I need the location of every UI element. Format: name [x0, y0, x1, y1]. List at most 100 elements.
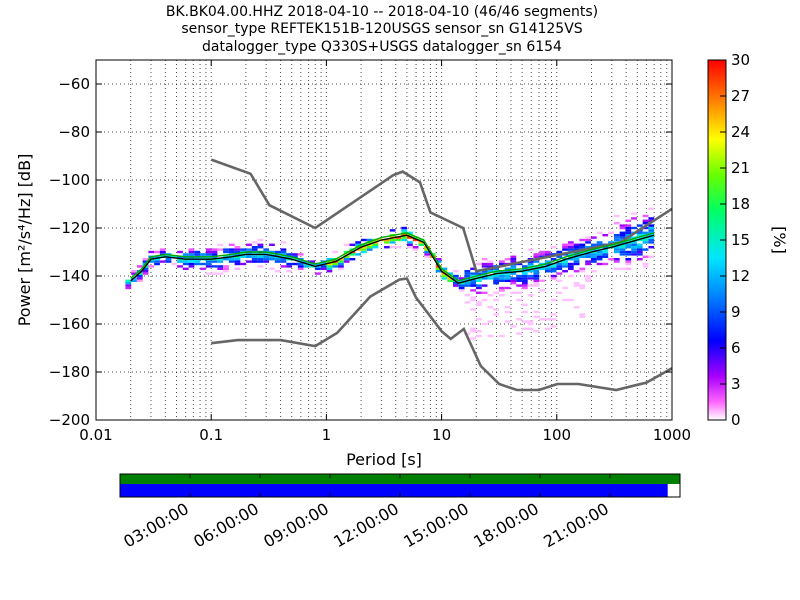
psd-cell: [481, 258, 488, 261]
psd-cell: [303, 265, 310, 268]
psd-cell: [182, 260, 189, 263]
psd-cell: [154, 262, 160, 266]
psd-cell: [361, 250, 367, 254]
psd-cell: [625, 267, 632, 270]
psd-cell: [263, 255, 270, 258]
psd-cell: [590, 270, 597, 273]
psd-cell: [246, 255, 252, 258]
psd-cell: [516, 332, 522, 335]
psd-cell: [389, 241, 396, 244]
psd-cell: [556, 250, 563, 254]
psd-cell: [544, 265, 551, 268]
psd-cell: [567, 255, 574, 258]
psd-cell: [470, 267, 476, 270]
psd-cell: [464, 272, 471, 275]
psd-cell: [550, 267, 557, 270]
psd-cell: [544, 267, 551, 270]
psd-cell: [625, 258, 632, 261]
psd-cell: [453, 274, 459, 278]
psd-cell: [205, 260, 212, 263]
psd-cell: [136, 274, 143, 278]
psd-cell: [125, 279, 132, 282]
psd-cell: [412, 248, 419, 251]
psd-cell: [389, 229, 396, 232]
psd-cell: [464, 270, 471, 273]
psd-cell: [154, 258, 160, 261]
psd-cell: [407, 241, 413, 244]
psd-cell: [625, 234, 632, 237]
colorbar-tick-label: 18: [731, 195, 750, 213]
psd-cell: [200, 267, 206, 270]
psd-cell: [257, 255, 264, 258]
psd-cell: [223, 267, 229, 270]
psd-cell: [550, 313, 557, 316]
psd-cell: [504, 258, 511, 261]
psd-cell: [562, 260, 568, 263]
psd-cell: [613, 250, 620, 254]
curves: [130, 158, 672, 392]
psd-cell: [487, 270, 494, 273]
psd-cell: [556, 262, 563, 266]
psd-cell: [539, 250, 545, 254]
psd-cell: [182, 262, 189, 266]
psd-cell: [171, 262, 178, 266]
psd-cell: [194, 253, 201, 256]
psd-cell: [447, 277, 454, 280]
psd-cell: [217, 243, 224, 246]
psd-cell: [619, 236, 626, 239]
y-tick-label: −140: [49, 267, 90, 285]
psd-cell: [458, 289, 465, 292]
psd-cell: [631, 243, 637, 246]
psd-cell: [619, 267, 626, 270]
psd-cell: [527, 327, 534, 330]
psd-cell: [361, 246, 367, 249]
psd-cell: [458, 279, 465, 282]
psd-cell: [338, 262, 344, 266]
psd-cell: [470, 282, 476, 285]
psd-cell: [401, 229, 408, 232]
psd-cell: [257, 260, 264, 263]
psd-cell: [464, 284, 471, 287]
psd-cell: [556, 267, 563, 270]
psd-cell: [579, 284, 586, 287]
psd-cell: [556, 272, 563, 275]
psd-cell: [567, 262, 574, 266]
psd-cell: [648, 236, 655, 239]
psd-cell: [418, 238, 425, 242]
psd-cell: [585, 246, 591, 249]
psd-cell: [326, 262, 333, 266]
psd-cell: [619, 231, 626, 234]
psd-cell: [493, 277, 499, 280]
psd-cell: [613, 246, 620, 249]
psd-cell: [470, 272, 476, 275]
psd-cell: [418, 241, 425, 244]
psd-cell: [418, 243, 425, 246]
psd-cell: [556, 291, 563, 294]
title-line-3: datalogger_type Q330S+USGS datalogger_sn…: [202, 39, 562, 55]
psd-cell: [642, 219, 649, 222]
psd-cell: [631, 253, 637, 256]
psd-cell: [579, 315, 586, 318]
psd-cell: [550, 270, 557, 273]
psd-cell: [631, 246, 637, 249]
psd-cell: [504, 272, 511, 275]
psd-cell: [326, 258, 333, 261]
psd-cell: [435, 270, 442, 273]
psd-cell: [234, 253, 241, 256]
psd-cell: [487, 294, 494, 297]
psd-cell: [544, 253, 551, 256]
psd-cell: [510, 277, 517, 280]
psd-cell: [550, 325, 557, 328]
psd-cell: [194, 262, 201, 266]
psd-cell: [504, 279, 511, 282]
psd-cell: [211, 272, 218, 275]
psd-cell: [424, 255, 431, 258]
psd-cell: [619, 250, 626, 254]
psd-cell: [585, 250, 591, 254]
psd-cell: [470, 327, 476, 330]
psd-cell: [475, 284, 482, 287]
x-tick-label: 0.1: [199, 426, 223, 444]
psd-cell: [550, 298, 557, 302]
psd-cell: [458, 282, 465, 285]
